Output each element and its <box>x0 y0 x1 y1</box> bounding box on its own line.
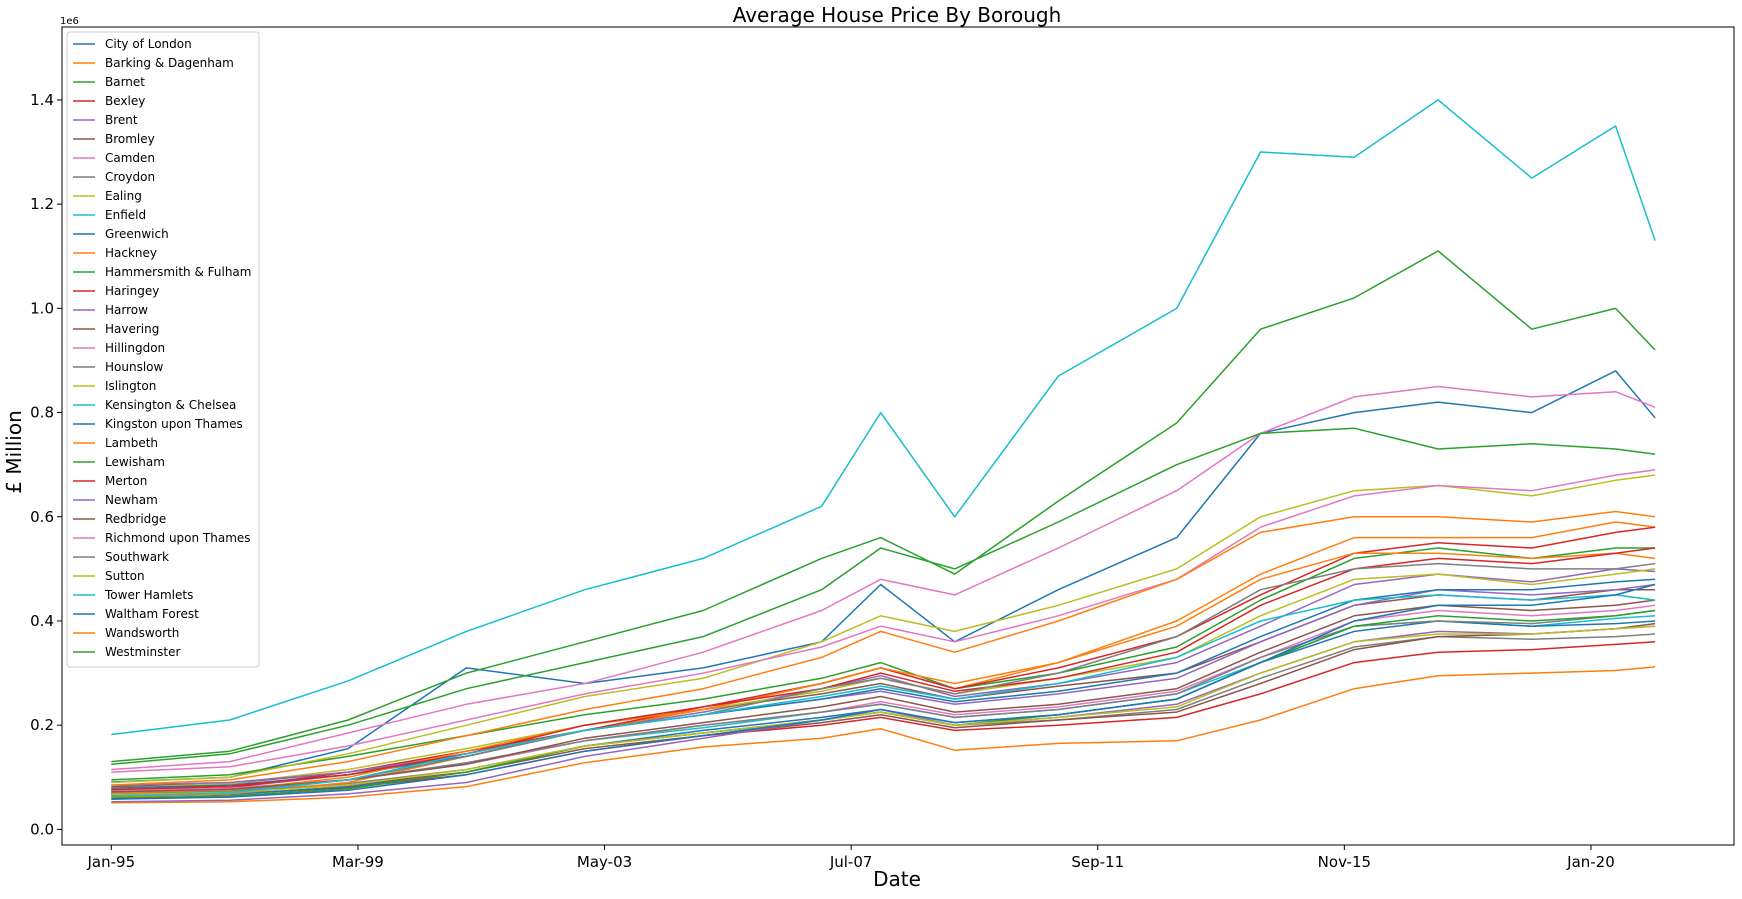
legend-label-31: Wandsworth <box>105 626 179 640</box>
legend-label-24: Newham <box>105 493 158 507</box>
series-line-3 <box>111 641 1656 797</box>
legend-label-19: Kensington & Chelsea <box>105 398 236 412</box>
legend-label-12: Hammersmith & Fulham <box>105 265 251 279</box>
x-tick-label-3: Jul-07 <box>829 853 873 871</box>
y-axis-label: £ Million <box>2 410 26 493</box>
legend-label-23: Merton <box>105 474 147 488</box>
x-tick-label-2: May-03 <box>577 853 632 871</box>
x-axis-ticks: Jan-95 Mar-99 May-03 Jul-07 Sep-11 Nov-15 Jan-… <box>87 845 1615 871</box>
y-tick-label-7: 1.4 <box>30 91 54 109</box>
legend-label-7: Croydon <box>105 170 155 184</box>
x-tick-label-5: Nov-15 <box>1318 853 1371 871</box>
legend-label-18: Islington <box>105 379 156 393</box>
series-line-29 <box>111 594 1656 797</box>
y-tick-label-1: 0.2 <box>30 716 54 734</box>
series-line-18 <box>111 474 1656 784</box>
x-axis-label: Date <box>873 867 921 891</box>
series-line-28 <box>111 625 1656 796</box>
legend-label-16: Hillingdon <box>105 341 165 355</box>
legend-label-28: Sutton <box>105 569 145 583</box>
y-tick-label-5: 1.0 <box>30 299 54 317</box>
series-line-27 <box>111 562 1656 796</box>
y-tick-label-2: 0.4 <box>30 612 54 630</box>
chart-title: Average House Price By Borough <box>733 3 1062 27</box>
series-line-21 <box>111 552 1656 794</box>
plot-frame <box>61 26 1735 846</box>
legend-label-21: Lambeth <box>105 436 158 450</box>
legend-label-8: Ealing <box>105 189 142 203</box>
series-line-30 <box>111 583 1656 800</box>
x-tick-label-1: Mar-99 <box>332 853 384 871</box>
legend-label-30: Waltham Forest <box>105 607 199 621</box>
series-line-11 <box>111 521 1656 798</box>
legend-label-6: Camden <box>105 151 155 165</box>
series-line-19 <box>111 99 1656 736</box>
series-line-6 <box>111 385 1656 771</box>
legend-frame <box>66 31 260 668</box>
legend-label-29: Tower Hamlets <box>104 588 193 602</box>
legend-label-14: Harrow <box>105 303 148 317</box>
legend-label-0: City of London <box>105 37 192 51</box>
legend-label-27: Southwark <box>105 550 169 564</box>
x-tick-label-0: Jan-95 <box>87 853 136 871</box>
series-line-12 <box>111 427 1656 765</box>
y-tick-label-4: 0.8 <box>30 404 54 422</box>
legend-label-1: Barking & Dagenham <box>105 56 234 70</box>
y-tick-label-3: 0.6 <box>30 508 54 526</box>
legend-label-20: Kingston upon Thames <box>105 417 243 431</box>
series-line-26 <box>111 469 1656 773</box>
legend-label-15: Havering <box>105 322 159 336</box>
legend-label-10: Greenwich <box>105 227 169 241</box>
legend-label-26: Richmond upon Thames <box>105 531 251 545</box>
legend-label-11: Hackney <box>105 246 157 260</box>
series-line-1 <box>111 666 1656 804</box>
legend-label-25: Redbridge <box>105 512 166 526</box>
series-line-13 <box>111 526 1656 792</box>
series-line-32 <box>111 250 1656 763</box>
legend-label-2: Barnet <box>105 75 145 89</box>
series-line-9 <box>111 615 1656 793</box>
legend-label-9: Enfield <box>105 208 146 222</box>
series-line-15 <box>111 622 1656 795</box>
legend-label-5: Bromley <box>105 132 155 146</box>
series-line-17 <box>111 609 1656 794</box>
y-axis-ticks: 0.0 0.2 0.4 0.6 0.8 1.0 1.2 1.4 <box>30 91 62 838</box>
y-tick-label-6: 1.2 <box>30 195 54 213</box>
legend-label-13: Haringey <box>105 284 159 298</box>
legend-label-3: Bexley <box>105 94 145 108</box>
legend-label-17: Hounslow <box>105 360 164 374</box>
legend-label-22: Lewisham <box>105 455 165 469</box>
x-tick-label-4: Sep-11 <box>1071 853 1124 871</box>
series-line-2 <box>111 547 1656 781</box>
series-line-25 <box>111 599 1656 793</box>
x-tick-label-6: Jan-20 <box>1566 853 1615 871</box>
y-tick-label-0: 0.0 <box>30 820 54 838</box>
y-offset-label: 1e6 <box>60 16 79 27</box>
series-line-31 <box>111 510 1656 786</box>
series-layer <box>111 99 1656 804</box>
legend: City of London Barking & Dagenham Barnet Be… <box>66 31 260 668</box>
legend-label-4: Brent <box>105 113 138 127</box>
series-line-23 <box>111 547 1656 791</box>
legend-label-32: Westminster <box>105 645 180 659</box>
